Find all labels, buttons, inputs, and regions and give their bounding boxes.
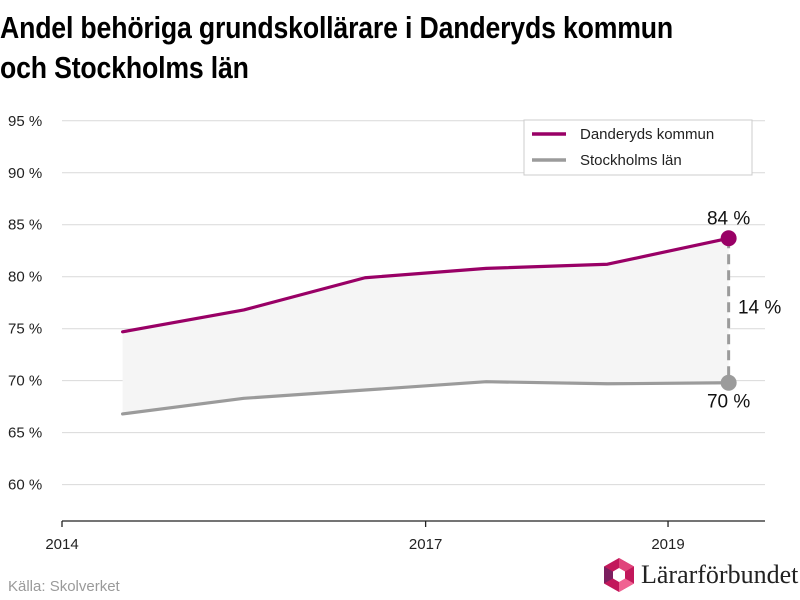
brand-logo: Lärarförbundet — [601, 557, 799, 593]
end-label-danderyd: 84 % — [707, 208, 750, 229]
chart-title: Andel behöriga grundskollärare i Dandery… — [0, 8, 688, 88]
difference-label: 14 % — [738, 298, 781, 319]
hexagon-logo-icon — [604, 558, 634, 592]
series-line-stockholm — [121, 380, 731, 416]
end-point-danderyd — [720, 230, 737, 247]
source-note: Källa: Skolverket — [8, 578, 120, 595]
logo-text: Lärarförbundet — [641, 560, 799, 589]
difference-area — [122, 238, 729, 414]
legend-label: Stockholms län — [580, 152, 682, 169]
x-tick-label: 2019 — [651, 536, 684, 553]
y-tick-label: 95 % — [8, 113, 42, 130]
series-line-danderyd — [121, 236, 731, 334]
end-point-stockholm — [720, 374, 737, 391]
end-label-stockholm: 70 % — [707, 392, 750, 413]
chart-title-line-1: Andel behöriga grundskollärare i Dandery… — [0, 10, 674, 45]
y-tick-label: 65 % — [8, 425, 42, 442]
y-tick-label: 85 % — [8, 217, 42, 234]
x-tick-label: 2014 — [45, 536, 78, 553]
legend-label: Danderyds kommun — [580, 126, 714, 143]
y-tick-label: 70 % — [8, 373, 42, 390]
y-tick-label: 75 % — [8, 321, 42, 338]
legend-box — [523, 119, 753, 176]
y-tick-label: 90 % — [8, 165, 42, 182]
chart-title-line-2: och Stockholms län — [0, 50, 249, 85]
y-tick-label: 80 % — [8, 269, 42, 286]
y-tick-label: 60 % — [8, 477, 42, 494]
x-tick-label: 2017 — [409, 536, 442, 553]
